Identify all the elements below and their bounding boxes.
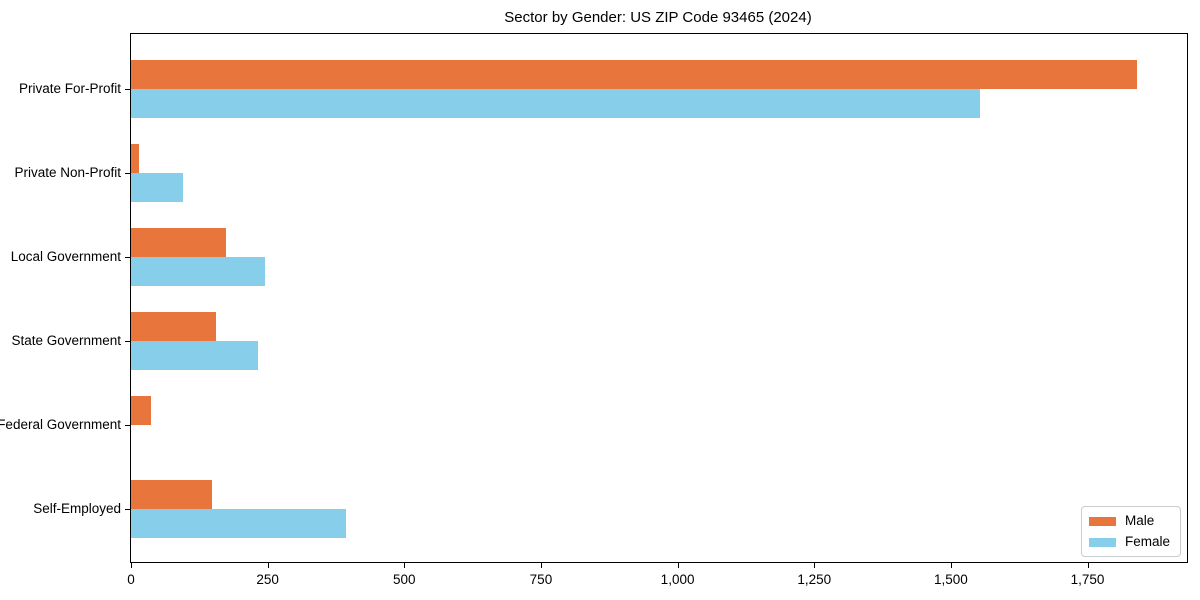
x-axis-tick <box>540 563 542 568</box>
y-axis-tick <box>125 172 130 174</box>
x-tick-label-750: 750 <box>529 572 553 587</box>
bar-female-private-non-profit <box>131 172 183 202</box>
bar-female-self-employed <box>131 508 347 538</box>
chart-title: Sector by Gender: US ZIP Code 93465 (202… <box>504 9 812 26</box>
y-axis-tick <box>125 424 130 426</box>
y-axis-tick <box>125 88 130 90</box>
x-tick-label-500: 500 <box>393 572 416 587</box>
bar-male-state-government <box>131 311 217 341</box>
legend: Male Female <box>1080 506 1181 557</box>
y-tick-label-private-non-profit: Private Non-Profit <box>14 164 121 180</box>
y-tick-label-private-for-profit: Private For-Profit <box>18 80 121 96</box>
x-axis-tick <box>1087 563 1089 568</box>
y-tick-label-federal-government: Federal Government <box>0 416 121 432</box>
x-tick-label-1000: 1,000 <box>660 572 695 587</box>
legend-entry-female: Female <box>1088 534 1170 550</box>
x-axis-tick <box>404 563 406 568</box>
bar-male-local-government <box>131 227 227 257</box>
bar-female-state-government <box>131 340 259 370</box>
x-axis-tick <box>131 563 132 568</box>
bar-female-local-government <box>131 256 265 286</box>
y-tick-label-self-employed: Self-Employed <box>33 500 121 516</box>
legend-swatch-female <box>1088 537 1116 547</box>
x-axis-tick <box>950 563 952 568</box>
x-tick-label-0: 0 <box>127 572 135 587</box>
bar-male-private-non-profit <box>131 143 139 173</box>
x-axis-tick <box>267 563 269 568</box>
y-tick-label-state-government: State Government <box>11 332 121 348</box>
y-axis-tick <box>125 508 130 510</box>
legend-swatch-male <box>1088 516 1116 526</box>
x-tick-label-1750: 1,750 <box>1070 572 1105 587</box>
y-axis-tick <box>125 340 130 342</box>
x-tick-label-1250: 1,250 <box>797 572 832 587</box>
bar-female-private-for-profit <box>131 88 981 118</box>
legend-entry-male: Male <box>1088 513 1170 529</box>
bar-male-federal-government <box>131 395 152 425</box>
legend-label-male: Male <box>1124 513 1155 528</box>
bar-male-self-employed <box>131 479 212 509</box>
plot-area: Male Female Private For-Profit Private No… <box>0 33 1188 587</box>
x-tick-label-250: 250 <box>256 572 279 587</box>
x-tick-label-1500: 1,500 <box>933 572 968 587</box>
x-axis-tick <box>677 563 679 568</box>
legend-label-female: Female <box>1124 534 1170 549</box>
y-axis-tick <box>125 256 130 258</box>
bar-male-private-for-profit <box>131 59 1137 89</box>
x-axis-tick <box>814 563 816 568</box>
y-tick-label-local-government: Local Government <box>10 248 121 264</box>
